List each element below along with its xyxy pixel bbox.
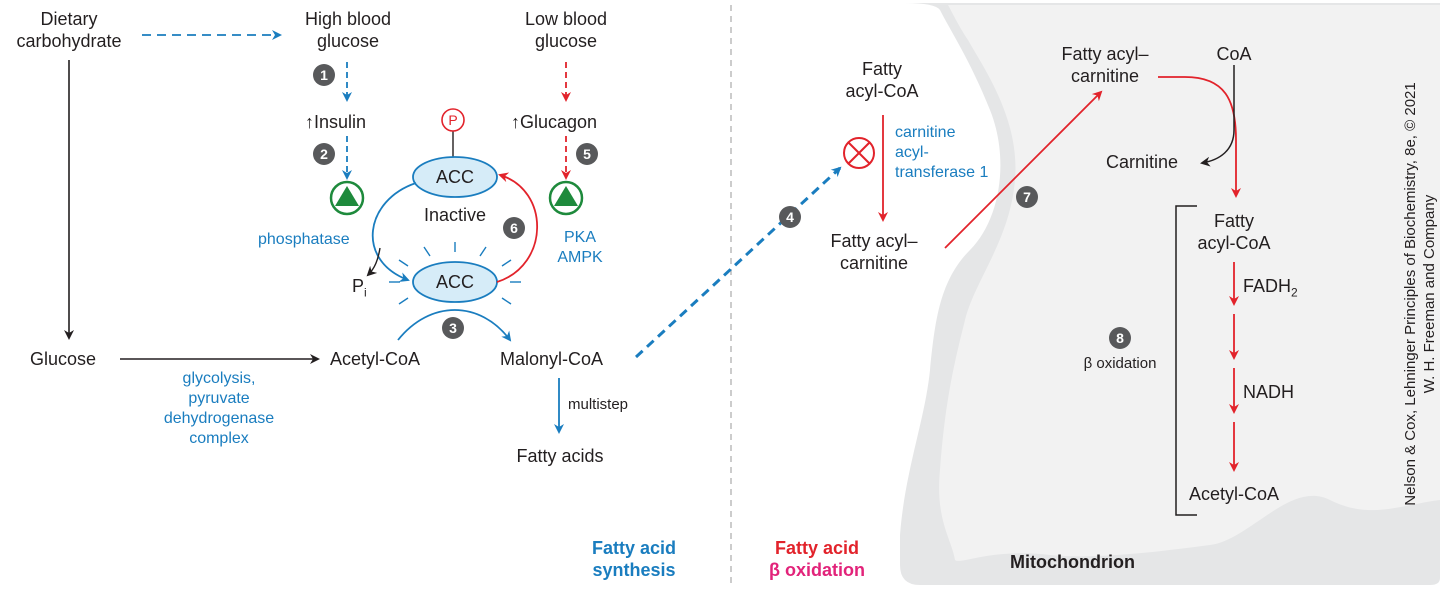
label-fatty-acyl-carnitine-out: Fatty acyl– carnitine [830, 231, 918, 273]
label-phosphatase: phosphatase [258, 231, 350, 248]
arrow-kinase [496, 172, 539, 283]
label-pka-ampk: PKA AMPK [557, 229, 603, 266]
label-glucose: Glucose [30, 349, 97, 369]
step-marker-3: 3 [442, 317, 464, 339]
label-glycolysis: glycolysis, pyruvate dehydrogenase complex [163, 370, 275, 447]
label-phosphate: P [448, 112, 458, 128]
label-mitochondrion: Mitochondrion [1010, 552, 1135, 572]
label-fatty-acyl-coa-mito: Fatty acyl-CoA [1197, 211, 1271, 253]
arrow-pi-release [366, 247, 381, 277]
label-acetyl-coa: Acetyl-CoA [330, 349, 421, 369]
acc-active-rays [389, 242, 521, 305]
label-low-blood-glucose: Low blood glucose [524, 9, 608, 51]
label-insulin: ↑Insulin [305, 112, 367, 132]
title-fatty-acid-oxidation-1: Fatty acid [774, 538, 860, 558]
label-dietary-carbohydrate: Dietary carbohydrate [16, 9, 122, 51]
step-marker-5: 5 [576, 143, 598, 165]
label-high-blood-glucose: High blood glucose [304, 9, 392, 51]
title-fatty-acid-oxidation-2: β oxidation [769, 560, 865, 580]
arrow-phosphatase [371, 182, 417, 282]
activator-insulin [329, 180, 365, 216]
label-pi: Pi [352, 276, 367, 300]
credit-text: Nelson & Cox, Lehninger Principles of Bi… [1402, 82, 1438, 506]
step-marker-8: 8 [1109, 327, 1131, 349]
label-multistep: multistep [568, 396, 629, 413]
label-fadh2: FADH2 [1243, 276, 1298, 300]
label-fatty-acyl-carnitine-in: Fatty acyl– carnitine [1061, 44, 1149, 86]
label-coa: CoA [1216, 44, 1252, 64]
arrow-transport [944, 90, 1103, 249]
acc-inactive-shape [412, 156, 498, 198]
inhibition-icon [843, 137, 875, 169]
label-nadh: NADH [1243, 382, 1295, 402]
label-acc-active: ACC [435, 272, 475, 292]
step-marker-4: 4 [779, 206, 801, 228]
title-fatty-acid-synthesis: Fatty acid synthesis [591, 538, 677, 580]
activator-glucagon [548, 180, 584, 216]
label-inactive: Inactive [423, 205, 487, 225]
arrow-malonyl-inhibition [634, 166, 842, 359]
arrow-coa-in [1200, 65, 1235, 167]
step-marker-2: 2 [313, 143, 335, 165]
step-marker-1: 1 [313, 64, 335, 86]
label-carnitine-acyltransferase: carnitine acyl-transferase 1 [895, 124, 989, 181]
phosphate-icon [441, 108, 465, 132]
label-acetyl-coa-mito: Acetyl-CoA [1188, 484, 1280, 504]
label-acc-inactive: ACC [435, 167, 475, 187]
mitochondrion-matrix [939, 5, 1440, 561]
label-fatty-acids: Fatty acids [516, 446, 604, 466]
step-marker-7: 7 [1016, 186, 1038, 208]
label-beta-oxidation: β oxidation [1083, 355, 1157, 372]
label-malonyl-coa: Malonyl-CoA [500, 349, 604, 369]
label-fatty-acyl-coa: Fatty acyl-CoA [845, 59, 919, 101]
label-carnitine: Carnitine [1105, 152, 1179, 172]
beta-oxidation-bracket [1175, 205, 1197, 516]
arrow-acc-catalysis [397, 309, 512, 342]
label-glucagon: ↑Glucagon [511, 112, 598, 132]
step-marker-6: 6 [503, 217, 525, 239]
arrow-carnitine-exchange [1158, 76, 1241, 198]
